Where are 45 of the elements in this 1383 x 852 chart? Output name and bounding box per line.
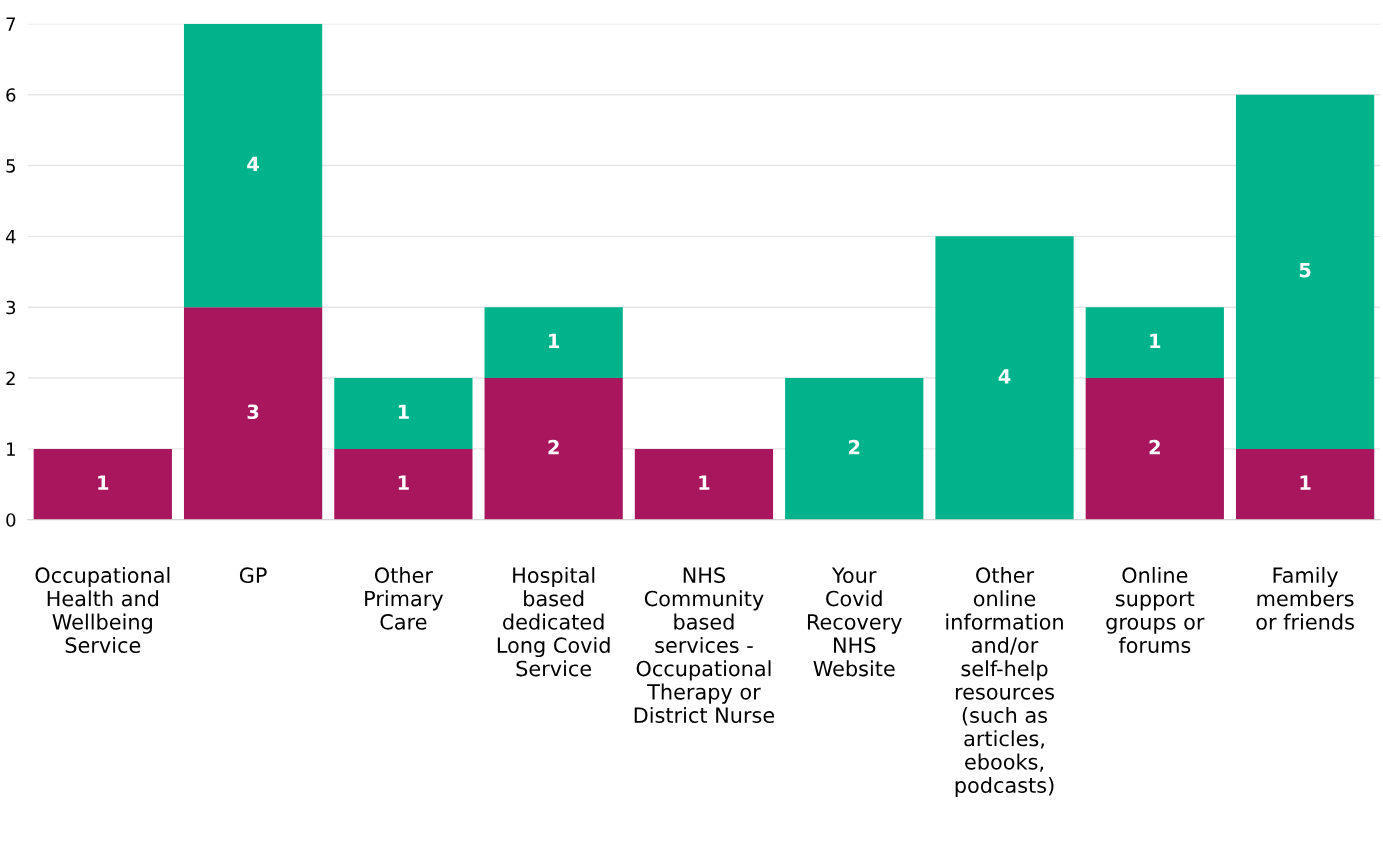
x-tick-label: NHS Community based services - Occupational Therapy or District Nurse <box>634 567 775 724</box>
bar <box>334 448 473 520</box>
x-tick-label: Hospital based dedicated Long Covid Service <box>497 566 610 677</box>
data-label: 1 <box>398 475 409 490</box>
data-label: 5 <box>1299 262 1311 278</box>
data-label: 4 <box>247 156 259 171</box>
x-tick-label: GP <box>239 567 267 584</box>
y-tick-label: 3 <box>6 300 16 315</box>
bar <box>183 307 323 520</box>
bar <box>634 448 774 520</box>
data-label: 2 <box>1149 439 1160 455</box>
bar <box>183 23 323 308</box>
data-label: 1 <box>549 333 560 348</box>
bar <box>1235 448 1375 520</box>
bar <box>334 378 473 449</box>
data-label: 1 <box>98 475 109 490</box>
y-tick-label: 0 <box>6 513 16 527</box>
y-tick-label: 1 <box>7 442 15 456</box>
y-tick-label: 2 <box>6 371 15 385</box>
y-tick-label: 6 <box>6 88 16 102</box>
x-tick-label: Occupational Health and Wellbeing Service <box>35 566 170 654</box>
x-tick-label: Your Covid Recovery NHS Website <box>807 567 902 677</box>
data-label: 1 <box>1150 333 1161 348</box>
bar <box>484 378 623 520</box>
bar <box>1085 307 1224 379</box>
data-label: 2 <box>548 439 559 455</box>
bar <box>1235 94 1375 449</box>
category-label: Other online information and/or self-help resources (such as articles, ebooks, podcasts) <box>946 566 1063 798</box>
data-label: 1 <box>1300 475 1311 490</box>
data-label: 4 <box>998 369 1011 384</box>
bar <box>33 448 172 520</box>
data-label: 3 <box>247 404 259 420</box>
data-label: 1 <box>699 475 710 490</box>
y-tick-label: 4 <box>5 230 16 244</box>
data-label: 2 <box>849 439 860 455</box>
bar <box>484 307 623 379</box>
y-tick-label: 7 <box>6 17 16 31</box>
x-tick-label: Other Primary Care <box>365 566 444 630</box>
bar <box>935 236 1074 520</box>
bar <box>1085 378 1224 520</box>
x-tick-label: Family members or friends <box>1256 566 1354 630</box>
y-tick-label: 5 <box>6 159 15 173</box>
data-label: 1 <box>398 404 409 419</box>
x-tick-label: Online support groups or forums <box>1106 566 1205 654</box>
bar <box>785 378 924 520</box>
